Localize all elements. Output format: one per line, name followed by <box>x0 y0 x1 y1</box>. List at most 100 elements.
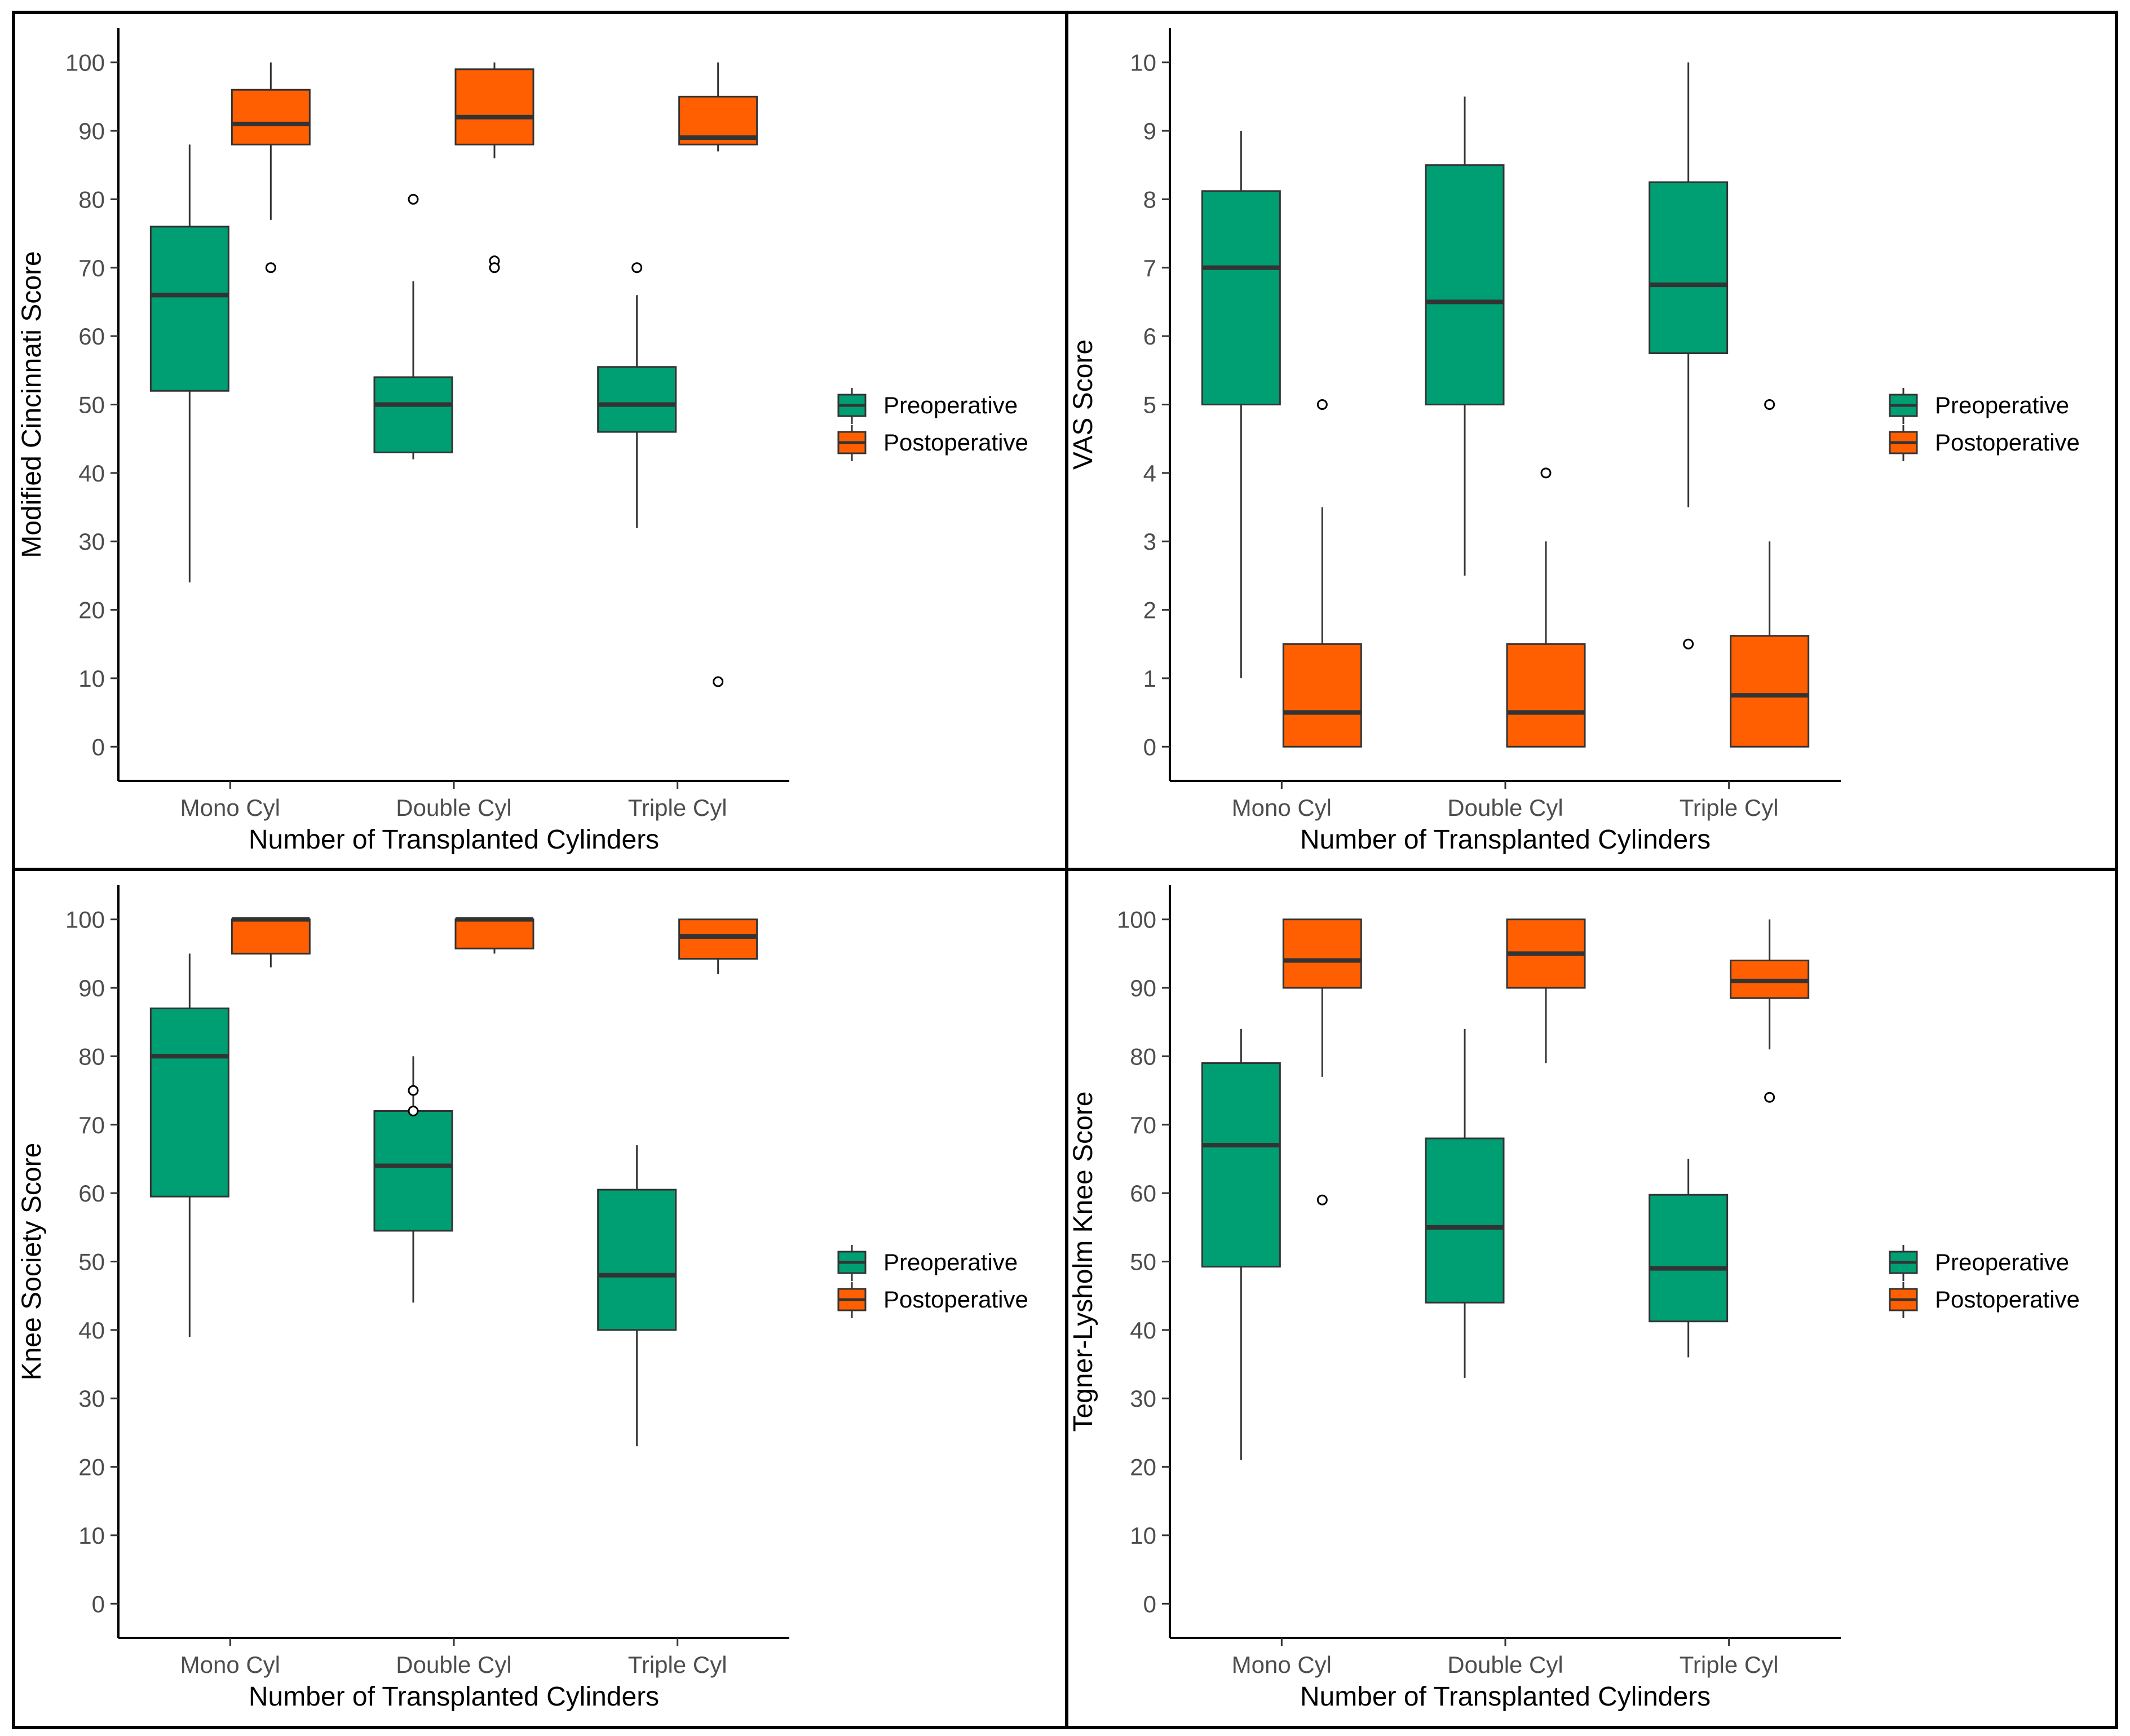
legend-label: Preoperative <box>883 1249 1018 1275</box>
y-tick-label: 50 <box>78 1249 105 1275</box>
y-tick-label: 0 <box>92 1591 105 1617</box>
y-tick-label: 40 <box>78 460 105 487</box>
y-tick-label: 4 <box>1143 460 1156 487</box>
y-tick-label: 10 <box>1130 50 1156 76</box>
legend-key-preoperative <box>1889 388 1918 424</box>
y-tick-label: 5 <box>1143 392 1156 418</box>
y-tick-label: 10 <box>78 665 105 692</box>
y-tick-label: 60 <box>78 1180 105 1207</box>
legend: Preoperative Postoperative <box>837 388 1028 461</box>
legend-label: Postoperative <box>1935 429 2080 456</box>
box-preoperative-1 <box>1425 96 1505 576</box>
y-tick-label: 6 <box>1143 323 1156 350</box>
chart-panel-bottom-right: 0 10 20 30 40 50 60 70 80 90 100 Mono Cyl Double Cyl… <box>1065 868 2118 1729</box>
box-postoperative-2 <box>1730 399 1810 748</box>
y-tick-label: 70 <box>78 255 105 281</box>
x-tick-label: Mono Cyl <box>180 1651 280 1678</box>
box-preoperative-1 <box>373 1056 453 1303</box>
box-preoperative-2 <box>597 1145 677 1447</box>
legend-label: Preoperative <box>883 392 1018 418</box>
y-axis-title: Knee Society Score <box>17 1143 47 1381</box>
box-postoperative-0 <box>1282 918 1362 1205</box>
outlier-point <box>1764 1092 1775 1103</box>
chart-panel-top-left: 0 10 20 30 40 50 60 70 80 90 100 Mono Cyl Double Cyl… <box>12 11 1068 871</box>
box-iqr <box>678 918 758 960</box>
legend-label: Postoperative <box>883 1286 1028 1313</box>
box-iqr <box>597 366 677 433</box>
legend-label: Postoperative <box>883 429 1028 456</box>
y-tick-label: 0 <box>1143 1591 1156 1617</box>
y-tick-label: 20 <box>1130 1454 1156 1481</box>
y-axis-title: Tegner-Lysholm Knee Score <box>1068 1092 1098 1432</box>
x-tick-label: Double Cyl <box>1447 794 1563 821</box>
y-tick-label: 70 <box>78 1112 105 1138</box>
legend-key-preoperative <box>837 1245 867 1281</box>
box-postoperative-0 <box>231 62 311 273</box>
outlier-point <box>1316 399 1328 410</box>
outlier-point <box>489 262 500 273</box>
outlier-point <box>713 676 724 687</box>
x-axis-title: Number of Transplanted Cylinders <box>249 1682 659 1712</box>
box-iqr <box>373 376 453 453</box>
x-tick-label: Double Cyl <box>396 794 511 821</box>
box-iqr <box>1282 918 1362 989</box>
outlier-point <box>408 1085 419 1096</box>
outlier-point <box>1540 467 1552 479</box>
legend-label: Preoperative <box>1935 392 2069 418</box>
box-iqr <box>231 918 311 955</box>
y-tick-label: 30 <box>1130 1385 1156 1412</box>
legend-label: Postoperative <box>1935 1286 2080 1313</box>
box-postoperative-1 <box>1506 918 1586 1063</box>
box-iqr <box>1201 190 1281 405</box>
y-tick-label: 100 <box>65 50 105 76</box>
chart-panel-bottom-left: 0 10 20 30 40 50 60 70 80 90 100 Mono Cyl Double Cyl… <box>12 868 1068 1729</box>
y-tick-label: 30 <box>78 528 105 555</box>
x-tick-label: Triple Cyl <box>628 1651 727 1678</box>
x-tick-label: Double Cyl <box>396 1651 511 1678</box>
box-iqr <box>373 1110 453 1232</box>
outlier-point <box>408 193 419 205</box>
legend-key-postoperative <box>837 425 867 461</box>
legend-key-postoperative <box>1889 425 1918 461</box>
legend: Preoperative Postoperative <box>1889 388 2080 461</box>
y-tick-label: 0 <box>1143 734 1156 760</box>
legend-label: Preoperative <box>1935 1249 2069 1275</box>
x-axis-title: Number of Transplanted Cylinders <box>1300 825 1711 855</box>
box-postoperative-2 <box>678 918 758 974</box>
box-preoperative-1 <box>373 193 453 460</box>
box-iqr <box>1649 181 1729 354</box>
box-iqr <box>149 226 229 392</box>
legend: Preoperative Postoperative <box>1889 1245 2080 1318</box>
box-iqr <box>454 918 534 949</box>
x-tick-label: Mono Cyl <box>1232 1651 1332 1678</box>
box-iqr <box>1282 643 1362 748</box>
x-axis-title: Number of Transplanted Cylinders <box>1300 1682 1711 1712</box>
y-tick-label: 80 <box>1130 1043 1156 1070</box>
box-iqr <box>1425 164 1505 405</box>
legend-key-postoperative <box>837 1282 867 1318</box>
y-tick-label: 70 <box>1130 1112 1156 1138</box>
y-axis-title: VAS Score <box>1068 339 1098 470</box>
y-tick-label: 90 <box>78 975 105 1001</box>
box-postoperative-1 <box>454 917 534 954</box>
y-tick-label: 1 <box>1143 665 1156 692</box>
chart-panel-top-right: 0 1 2 3 4 5 6 7 8 9 10 Mono Cyl Double Cyl Triple Cyl… <box>1065 11 2118 871</box>
y-tick-label: 50 <box>1130 1249 1156 1275</box>
y-tick-label: 20 <box>78 1454 105 1481</box>
box-preoperative-0 <box>149 953 229 1337</box>
box-preoperative-1 <box>1425 1028 1505 1378</box>
y-tick-label: 60 <box>1130 1180 1156 1207</box>
y-tick-label: 10 <box>1130 1522 1156 1549</box>
outlier-point <box>1764 399 1775 410</box>
y-tick-label: 30 <box>78 1385 105 1412</box>
y-tick-label: 20 <box>78 597 105 624</box>
y-tick-label: 7 <box>1143 255 1156 281</box>
box-preoperative-0 <box>1201 1028 1281 1460</box>
box-iqr <box>149 1007 229 1198</box>
y-tick-label: 80 <box>78 1043 105 1070</box>
box-postoperative-2 <box>678 62 758 687</box>
box-iqr <box>1730 635 1810 748</box>
legend-key-postoperative <box>1889 1282 1918 1318</box>
box-iqr <box>1649 1194 1729 1323</box>
box-postoperative-1 <box>454 62 534 273</box>
